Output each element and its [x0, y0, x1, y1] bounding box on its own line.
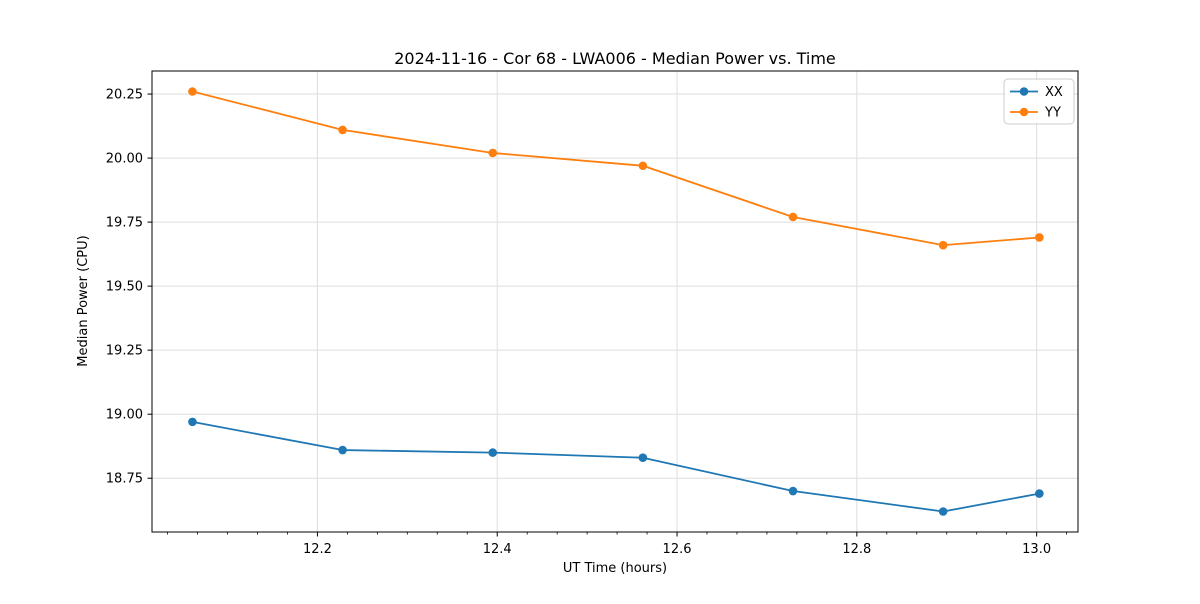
y-tick-label: 20.00	[106, 152, 143, 167]
x-tick-label: 12.4	[483, 542, 512, 557]
data-point-XX	[788, 486, 798, 496]
legend-marker-icon	[1019, 87, 1029, 96]
y-tick-label: 19.75	[106, 216, 143, 231]
series-layer	[188, 87, 1044, 516]
legend-label: XX	[1045, 85, 1063, 100]
y-tick-label: 19.50	[106, 280, 143, 295]
legend-box	[1003, 78, 1075, 125]
x-tick-label: 12.2	[303, 542, 332, 557]
data-point-YY	[1035, 233, 1044, 242]
axis-layer: 12.2 12.4 12.6 12.8 13.0 18.75 19.00 19.25 19.50…	[106, 70, 1079, 557]
y-tick-label: 20.25	[106, 88, 143, 103]
data-point-XX	[1035, 489, 1044, 498]
y-tick-label: 19.00	[106, 408, 143, 423]
data-point-YY	[938, 240, 948, 250]
data-point-YY	[188, 87, 197, 96]
y-tick-label: 18.75	[106, 472, 143, 487]
data-point-XX	[488, 448, 498, 457]
legend-label: YY	[1044, 106, 1061, 121]
x-tick-label: 12.8	[842, 542, 871, 557]
x-tick-label: 12.6	[663, 542, 692, 557]
data-point-XX	[638, 453, 648, 463]
x-tick-label: 13.0	[1022, 542, 1051, 557]
series-line-XX	[192, 420, 1040, 513]
data-point-YY	[638, 161, 648, 171]
data-point-XX	[338, 445, 347, 455]
legend: XX YY	[1003, 78, 1075, 125]
y-axis-label: Median Power (CPU)	[76, 235, 91, 366]
data-point-YY	[488, 148, 498, 158]
x-axis-label: UT Time (hours)	[563, 561, 667, 576]
plot-border	[151, 70, 1079, 533]
legend-marker-icon	[1019, 107, 1029, 117]
data-point-YY	[338, 125, 347, 135]
data-point-XX	[188, 417, 197, 427]
grid-layer	[152, 71, 1078, 532]
chart-title: 2024-11-16 - Cor 68 - LWA006 - Median Po…	[394, 49, 836, 68]
y-tick-label: 19.25	[106, 344, 143, 359]
data-point-YY	[788, 212, 798, 222]
data-point-XX	[938, 507, 948, 516]
